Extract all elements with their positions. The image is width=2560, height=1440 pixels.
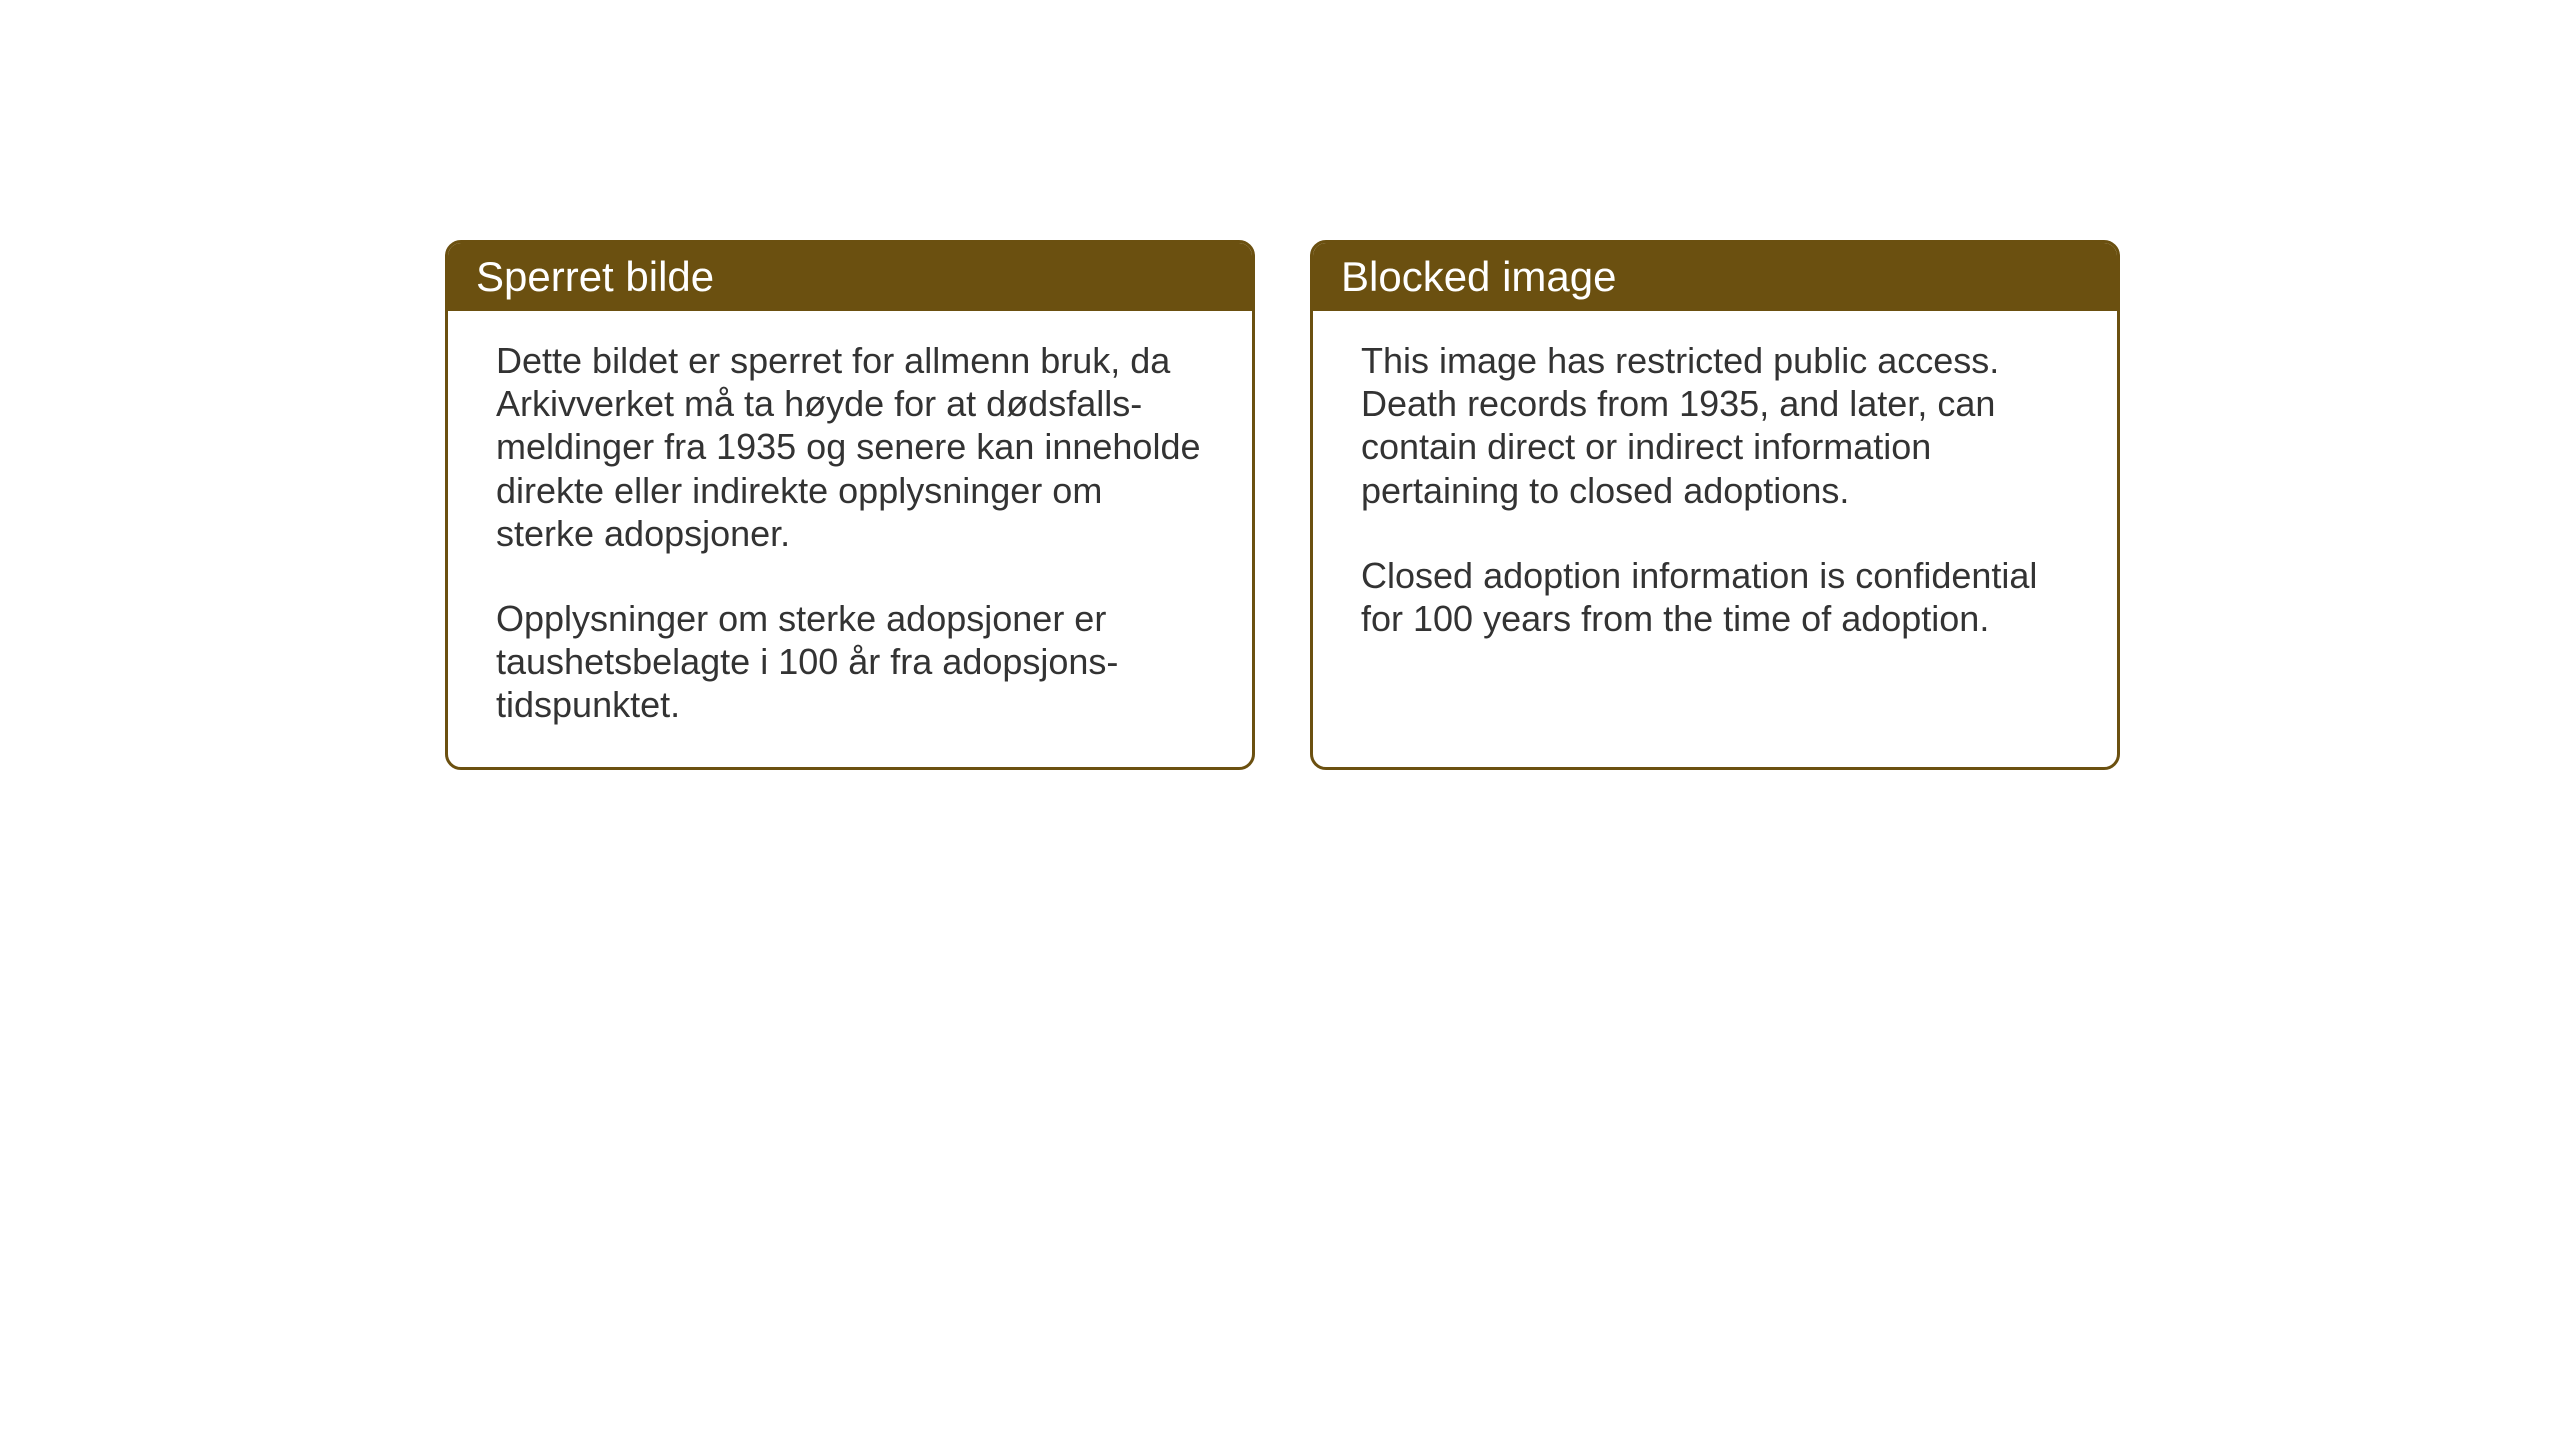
- english-paragraph-1: This image has restricted public access.…: [1361, 339, 2069, 512]
- english-notice-card: Blocked image This image has restricted …: [1310, 240, 2120, 770]
- english-card-title: Blocked image: [1313, 243, 2117, 311]
- norwegian-card-body: Dette bildet er sperret for allmenn bruk…: [448, 311, 1252, 767]
- english-paragraph-2: Closed adoption information is confident…: [1361, 554, 2069, 640]
- notice-container: Sperret bilde Dette bildet er sperret fo…: [445, 240, 2120, 770]
- norwegian-card-title: Sperret bilde: [448, 243, 1252, 311]
- english-card-body: This image has restricted public access.…: [1313, 311, 2117, 749]
- norwegian-notice-card: Sperret bilde Dette bildet er sperret fo…: [445, 240, 1255, 770]
- norwegian-paragraph-1: Dette bildet er sperret for allmenn bruk…: [496, 339, 1204, 555]
- norwegian-paragraph-2: Opplysninger om sterke adopsjoner er tau…: [496, 597, 1204, 727]
